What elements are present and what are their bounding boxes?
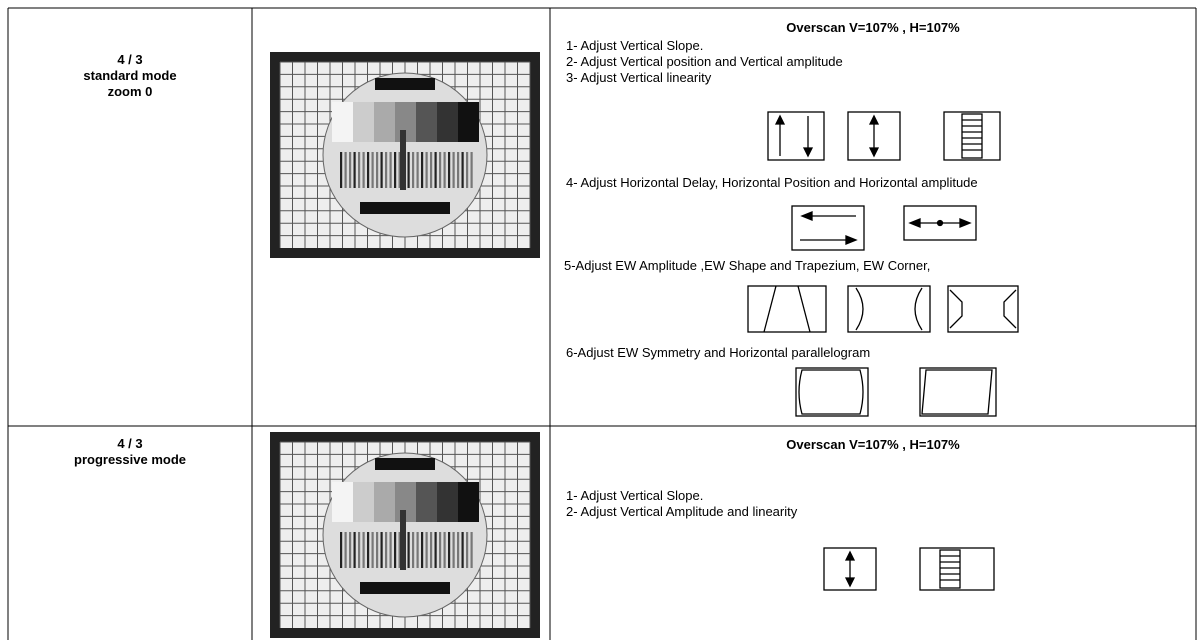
- test-pattern-part: [376, 152, 379, 188]
- test-pattern-part: [362, 152, 365, 188]
- test-pattern-part: [353, 482, 374, 522]
- mode-line: 4 / 3: [117, 52, 143, 67]
- test-pattern-part: [367, 152, 370, 188]
- test-pattern-part: [470, 532, 473, 568]
- test-pattern-part: [443, 152, 446, 188]
- test-pattern-part: [360, 202, 450, 214]
- test-pattern-part: [332, 482, 353, 522]
- test-pattern-part: [385, 532, 388, 568]
- test-pattern-part: [353, 102, 374, 142]
- test-pattern-part: [349, 532, 352, 568]
- test-pattern-part: [400, 510, 406, 570]
- test-pattern-part: [360, 582, 450, 594]
- step: 2- Adjust Vertical position and Vertical…: [566, 54, 843, 69]
- test-pattern-part: [407, 532, 410, 568]
- test-pattern-part: [340, 532, 343, 568]
- test-pattern-part: [358, 532, 361, 568]
- test-pattern-part: [389, 152, 392, 188]
- test-pattern-part: [470, 152, 473, 188]
- test-pattern-part: [394, 152, 397, 188]
- test-pattern-part: [340, 152, 343, 188]
- test-pattern-part: [376, 532, 379, 568]
- test-pattern-part: [448, 152, 451, 188]
- test-pattern-part: [394, 532, 397, 568]
- test-pattern-part: [466, 152, 469, 188]
- step: 4- Adjust Horizontal Delay, Horizontal P…: [566, 175, 978, 190]
- test-pattern-part: [380, 532, 383, 568]
- test-pattern-part: [371, 152, 374, 188]
- test-pattern-part: [344, 532, 347, 568]
- test-pattern-part: [374, 482, 395, 522]
- mode-line: 4 / 3: [117, 436, 143, 451]
- test-pattern-part: [461, 532, 464, 568]
- test-pattern-part: [452, 152, 455, 188]
- mode-line: standard mode: [83, 68, 177, 83]
- test-pattern-part: [457, 152, 460, 188]
- test-pattern-part: [412, 532, 415, 568]
- test-pattern-part: [425, 152, 428, 188]
- test-pattern-part: [380, 152, 383, 188]
- test-pattern-part: [416, 482, 437, 522]
- test-pattern-part: [371, 532, 374, 568]
- test-pattern-part: [389, 532, 392, 568]
- test-pattern-part: [416, 152, 419, 188]
- test-pattern-part: [437, 482, 458, 522]
- test-pattern-part: [448, 532, 451, 568]
- test-pattern-part: [358, 152, 361, 188]
- step: 6-Adjust EW Symmetry and Horizontal para…: [566, 345, 871, 360]
- test-pattern-part: [353, 532, 356, 568]
- test-pattern-part: [439, 152, 442, 188]
- test-pattern-part: [375, 458, 435, 470]
- heading: Overscan V=107% , H=107%: [786, 20, 960, 35]
- test-pattern-part: [439, 532, 442, 568]
- step: 5-Adjust EW Amplitude ,EW Shape and Trap…: [564, 258, 931, 273]
- test-pattern-part: [398, 152, 401, 188]
- test-pattern-part: [466, 532, 469, 568]
- test-pattern-part: [416, 102, 437, 142]
- mode-line: progressive mode: [74, 452, 186, 467]
- test-pattern-part: [407, 152, 410, 188]
- test-pattern-part: [332, 102, 353, 142]
- step: 1- Adjust Vertical Slope.: [566, 38, 704, 53]
- mode-line: zoom 0: [107, 84, 153, 99]
- test-pattern-part: [457, 532, 460, 568]
- test-pattern-part: [385, 152, 388, 188]
- test-pattern-part: [430, 532, 433, 568]
- test-pattern-part: [362, 532, 365, 568]
- test-pattern-part: [437, 102, 458, 142]
- heading: Overscan V=107% , H=107%: [786, 437, 960, 452]
- test-pattern-part: [430, 152, 433, 188]
- test-pattern-part: [421, 152, 424, 188]
- test-pattern-part: [461, 152, 464, 188]
- step: 3- Adjust Vertical linearity: [566, 70, 712, 85]
- test-pattern-part: [416, 532, 419, 568]
- test-pattern-part: [375, 78, 435, 90]
- test-pattern-part: [458, 482, 479, 522]
- test-pattern-part: [434, 532, 437, 568]
- test-pattern-part: [434, 152, 437, 188]
- test-pattern-part: [425, 532, 428, 568]
- test-pattern-part: [344, 152, 347, 188]
- test-pattern-part: [421, 532, 424, 568]
- test-pattern-part: [412, 152, 415, 188]
- test-pattern-part: [374, 102, 395, 142]
- test-pattern-part: [443, 532, 446, 568]
- test-pattern-part: [452, 532, 455, 568]
- step: 1- Adjust Vertical Slope.: [566, 488, 704, 503]
- test-pattern-part: [353, 152, 356, 188]
- test-pattern-part: [349, 152, 352, 188]
- test-pattern-part: [367, 532, 370, 568]
- test-pattern-part: [398, 532, 401, 568]
- step: 2- Adjust Vertical Amplitude and lineari…: [566, 504, 798, 519]
- test-pattern-part: [458, 102, 479, 142]
- test-pattern-part: [400, 130, 406, 190]
